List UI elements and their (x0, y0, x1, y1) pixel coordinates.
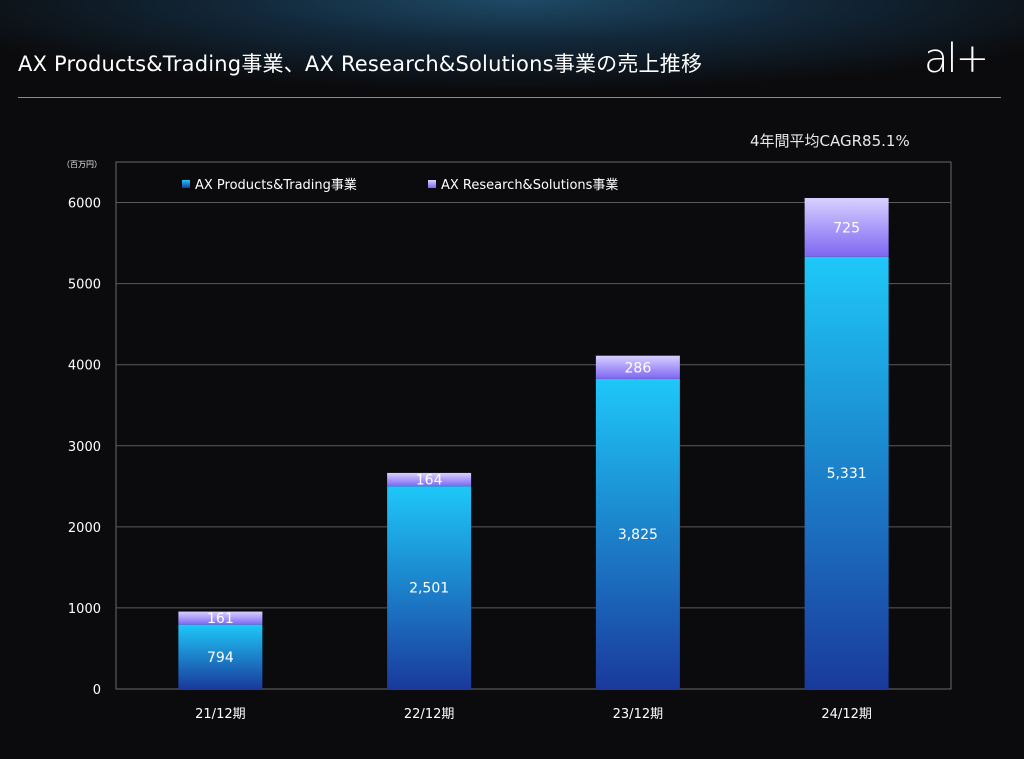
y-tick-label: 6000 (68, 197, 101, 212)
y-tick-label: 3000 (68, 440, 101, 455)
bar-series-2 (178, 611, 263, 625)
cagr-annotation: 4年間平均CAGR85.1% (750, 132, 910, 150)
y-unit-label: （百万円） (62, 160, 102, 169)
data-label-series-2: 164 (416, 473, 443, 489)
data-label-series-1: 2,501 (409, 581, 449, 597)
legend-label-series-2: AX Research&Solutions事業 (441, 177, 618, 193)
bar-series-1 (595, 378, 680, 689)
legend-swatch-series-2 (428, 180, 436, 188)
y-tick-label: 1000 (68, 602, 101, 617)
legend-swatch-series-1 (182, 180, 190, 188)
data-label-series-1: 5,331 (827, 466, 867, 482)
y-tick-label: 5000 (68, 278, 101, 293)
company-logo: al+ (924, 36, 989, 82)
y-tick-label: 0 (93, 683, 101, 698)
data-label-series-2: 725 (833, 220, 860, 236)
page-title: AX Products&Trading事業、AX Research&Soluti… (18, 52, 703, 76)
y-tick-label: 4000 (68, 359, 101, 374)
bar-series-2 (804, 197, 889, 257)
legend-label-series-1: AX Products&Trading事業 (195, 177, 357, 193)
data-label-series-2: 286 (625, 360, 652, 376)
plot-frame (115, 161, 952, 690)
bar-series-2 (595, 355, 680, 379)
bar-series-1 (387, 486, 472, 689)
data-label-series-1: 3,825 (618, 527, 658, 543)
data-label-series-1: 794 (207, 650, 234, 666)
bar-series-1 (804, 256, 889, 689)
bar-series-1 (178, 624, 263, 689)
x-tick-label: 23/12期 (613, 707, 663, 722)
x-tick-label: 24/12期 (821, 707, 871, 722)
bar-series-2 (387, 472, 472, 487)
y-tick-label: 2000 (68, 521, 101, 536)
x-tick-label: 22/12期 (404, 707, 454, 722)
data-label-series-2: 161 (207, 611, 234, 627)
x-tick-label: 21/12期 (195, 707, 245, 722)
title-divider (18, 97, 1001, 98)
